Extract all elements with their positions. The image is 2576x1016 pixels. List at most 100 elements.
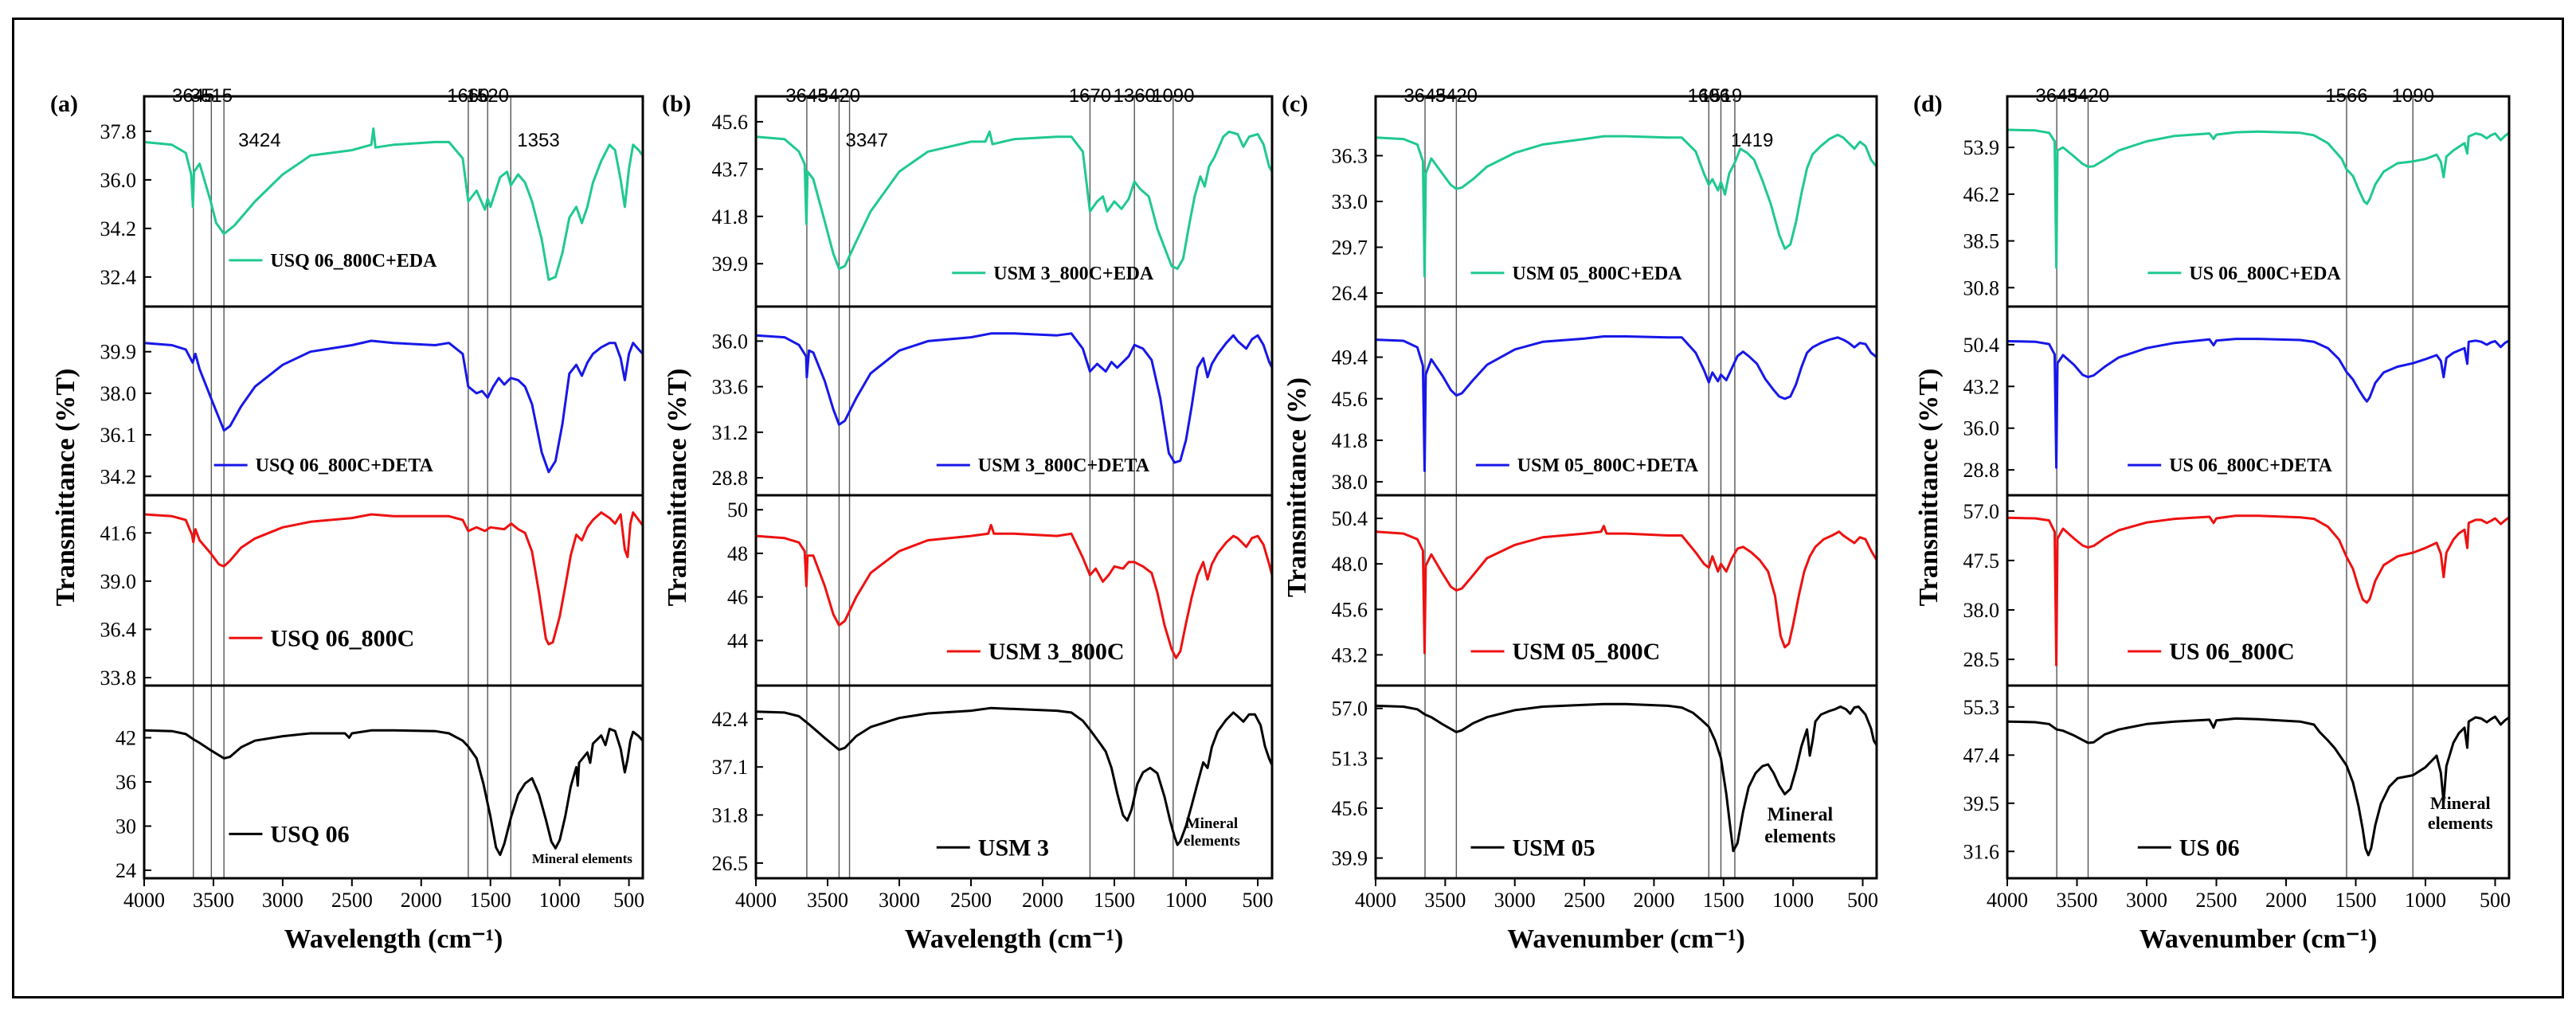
y-tick-label: 37.8 (100, 120, 137, 143)
legend-label-2: USQ 06_800C (270, 625, 414, 651)
y-tick-label: 49.4 (1332, 346, 1368, 369)
y-tick-label: 39.9 (1332, 847, 1368, 870)
x-axis-title: Wavelength (cm⁻¹) (905, 924, 1124, 954)
y-axis-title: Transmittance (%T) (1914, 369, 1944, 607)
x-tick-label: 500 (2480, 889, 2511, 912)
legend-label-0: USQ 06_800C+EDA (270, 251, 437, 272)
y-tick-label: 28.8 (1963, 459, 2000, 482)
x-tick-label: 4000 (1987, 889, 2028, 912)
x-tick-label: 500 (1847, 889, 1878, 912)
y-tick-label: 39.0 (100, 570, 137, 593)
legend-label-2: USM 05_800C (1513, 639, 1661, 665)
y-tick-label: 45.6 (1332, 598, 1368, 621)
x-tick-label: 3000 (1494, 889, 1536, 912)
legend-label-2: USM 3_800C (989, 639, 1125, 665)
y-axis-title: Transmittance (%T) (663, 369, 692, 607)
series-line-1 (2006, 338, 2510, 469)
y-tick-label: 43.2 (1963, 375, 2000, 398)
legend-label-3: USQ 06 (270, 821, 349, 847)
y-tick-label: 36.3 (1332, 144, 1368, 167)
y-tick-label: 36.0 (712, 330, 749, 353)
annotation-line: elements (1184, 833, 1240, 850)
y-tick-label: 57.0 (1963, 500, 2000, 523)
y-tick-label: 36 (115, 771, 136, 794)
x-tick-label: 2000 (401, 889, 442, 912)
y-tick-label: 29.7 (1332, 236, 1368, 260)
x-tick-label: 2500 (2196, 889, 2237, 912)
x-tick-label: 1500 (2335, 889, 2377, 912)
x-tick-label: 500 (1243, 889, 1274, 912)
x-tick-label: 3500 (807, 889, 848, 912)
annotation-line: elements (1764, 826, 1835, 847)
x-tick-label: 3000 (2126, 889, 2167, 912)
y-tick-label: 41.8 (712, 205, 749, 229)
x-tick-label: 1000 (1772, 889, 1814, 912)
panel-label: (d) (1913, 91, 1943, 117)
y-tick-label: 50 (727, 498, 748, 522)
y-tick-label: 31.8 (712, 804, 749, 827)
y-tick-label: 33.6 (712, 376, 749, 399)
series-line-0 (755, 130, 1274, 270)
y-tick-label: 36.0 (100, 169, 137, 192)
y-tick-label: 55.3 (1963, 696, 2000, 719)
x-tick-label: 4000 (1355, 889, 1396, 912)
y-tick-label: 30.8 (1963, 276, 2000, 299)
y-tick-label: 53.9 (1963, 136, 2000, 159)
y-tick-label: 48 (727, 542, 748, 565)
x-tick-label: 2000 (1633, 889, 1674, 912)
y-tick-label: 57.0 (1332, 698, 1368, 721)
series-line-2 (1375, 525, 1878, 655)
legend-label-3: USM 3 (978, 834, 1049, 861)
figure-frame (12, 18, 2564, 998)
legend-label-3: USM 05 (1513, 834, 1595, 861)
annotation-line: Mineral (1186, 815, 1238, 832)
annotation-mineral-elements: Mineral elements (2428, 793, 2493, 833)
y-tick-label: 36.4 (100, 618, 137, 641)
panel-label: (b) (662, 91, 691, 117)
y-tick-label: 39.5 (1963, 792, 2000, 815)
y-tick-label: 41.8 (1332, 429, 1368, 452)
annotation-mineral-elements: Mineral elements (532, 851, 632, 866)
x-tick-label: 4000 (123, 889, 165, 912)
y-tick-label: 33.8 (100, 666, 137, 690)
peak-label-3424: 3424 (238, 130, 280, 151)
legend-label-3: US 06 (2179, 834, 2240, 861)
plot-frame (1374, 95, 1878, 880)
series-line-2 (143, 511, 644, 646)
x-axis-title: Wavelength (cm⁻¹) (284, 924, 503, 954)
x-tick-label: 1000 (2405, 889, 2446, 912)
x-tick-label: 3000 (262, 889, 303, 912)
legend-label-0: US 06_800C+EDA (2189, 264, 2341, 284)
y-tick-label: 50.4 (1332, 507, 1368, 530)
x-axis-title: Wavenumber (cm⁻¹) (1507, 924, 1745, 954)
legend-label-1: USM 3_800C+DETA (978, 455, 1150, 476)
peak-label-1353: 1353 (517, 130, 559, 151)
y-tick-label: 39.9 (712, 252, 749, 275)
x-tick-label: 4000 (735, 889, 777, 912)
peak-label-3347: 3347 (846, 130, 888, 151)
series-line-0 (1375, 133, 1878, 278)
y-tick-label: 31.6 (1963, 840, 2000, 863)
legend-label-0: USM 05_800C+EDA (1513, 264, 1683, 284)
annotation-line: elements (2428, 813, 2493, 833)
y-tick-label: 32.4 (100, 266, 137, 289)
y-tick-label: 38.0 (100, 382, 137, 405)
y-tick-label: 43.2 (1332, 643, 1368, 666)
x-tick-label: 1000 (1165, 889, 1207, 912)
y-tick-label: 36.0 (1963, 417, 2000, 440)
series-line-3 (143, 727, 644, 857)
y-tick-label: 34.2 (100, 465, 137, 488)
legend-label-1: US 06_800C+DETA (2169, 455, 2332, 476)
y-tick-label: 50.4 (1963, 334, 2000, 357)
x-tick-label: 1000 (539, 889, 581, 912)
x-tick-label: 2500 (1564, 889, 1605, 912)
y-tick-label: 46.2 (1963, 183, 2000, 206)
y-tick-label: 47.4 (1963, 744, 2000, 767)
x-tick-label: 1500 (1703, 889, 1744, 912)
y-tick-label: 45.6 (1332, 797, 1368, 820)
x-tick-label: 3500 (2057, 889, 2098, 912)
y-tick-label: 34.2 (100, 217, 137, 240)
y-tick-label: 41.6 (100, 522, 137, 545)
